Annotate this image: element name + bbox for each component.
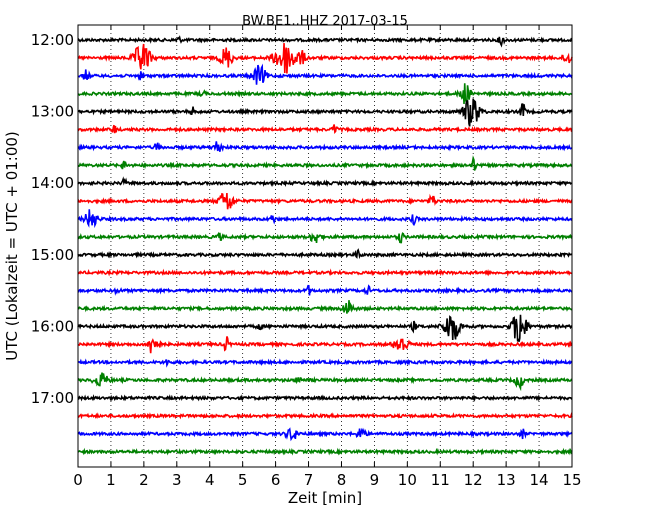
x-tick-label-5: 5 bbox=[238, 471, 248, 489]
y-tick-label-2: 14:00 bbox=[31, 174, 74, 192]
trace-1645 bbox=[77, 372, 573, 392]
trace-1700 bbox=[77, 394, 573, 403]
x-axis-label: Zeit [min] bbox=[288, 489, 362, 507]
trace-1345 bbox=[77, 155, 573, 171]
x-tick-label-12: 12 bbox=[464, 471, 483, 489]
trace-1245 bbox=[77, 83, 573, 105]
trace-1300 bbox=[77, 98, 573, 127]
x-tick-label-0: 0 bbox=[73, 471, 83, 489]
y-tick-label-3: 15:00 bbox=[31, 246, 74, 264]
x-tick-label-9: 9 bbox=[370, 471, 380, 489]
trace-1545 bbox=[77, 300, 573, 314]
trace-1230 bbox=[77, 63, 573, 85]
x-tick-label-14: 14 bbox=[530, 471, 549, 489]
x-tick-label-8: 8 bbox=[337, 471, 347, 489]
x-tick-label-15: 15 bbox=[562, 471, 581, 489]
trace-1445 bbox=[77, 231, 573, 244]
y-tick-label-1: 13:00 bbox=[31, 103, 74, 121]
x-tick-label-2: 2 bbox=[139, 471, 149, 489]
y-axis-ticks: 12:00 13:00 14:00 15:00 16:00 17:00 bbox=[31, 31, 572, 407]
x-tick-label-1: 1 bbox=[106, 471, 116, 489]
x-tick-label-4: 4 bbox=[205, 471, 215, 489]
trace-1400 bbox=[77, 176, 573, 188]
trace-1715 bbox=[77, 412, 573, 420]
trace-1215 bbox=[77, 43, 573, 74]
trace-1600 bbox=[77, 314, 573, 342]
trace-1330 bbox=[77, 141, 573, 152]
trace-1745 bbox=[77, 447, 573, 456]
trace-group bbox=[77, 35, 573, 456]
x-tick-label-3: 3 bbox=[172, 471, 182, 489]
grid-lines bbox=[110, 25, 540, 467]
y-tick-label-0: 12:00 bbox=[31, 31, 74, 49]
trace-1515 bbox=[77, 268, 573, 277]
trace-1730 bbox=[77, 427, 573, 442]
trace-1200 bbox=[77, 35, 573, 48]
trace-1530 bbox=[77, 284, 573, 296]
chart-title: BW.BE1..HHZ 2017-03-15 bbox=[242, 14, 408, 29]
trace-1430 bbox=[77, 209, 573, 229]
trace-1615 bbox=[77, 336, 573, 354]
trace-1500 bbox=[77, 248, 573, 260]
y-axis-label: UTC (Lokalzeit = UTC + 01:00) bbox=[3, 131, 21, 361]
trace-1630 bbox=[77, 358, 573, 368]
trace-1315 bbox=[77, 124, 573, 135]
plot-frame bbox=[77, 24, 573, 468]
x-tick-label-10: 10 bbox=[398, 471, 417, 489]
x-tick-label-7: 7 bbox=[304, 471, 314, 489]
y-tick-label-5: 17:00 bbox=[31, 389, 74, 407]
x-axis-ticks: 0 1 2 3 4 5 6 7 8 9 10 11 12 13 14 15 bbox=[73, 25, 582, 489]
x-tick-label-6: 6 bbox=[271, 471, 281, 489]
x-tick-label-11: 11 bbox=[431, 471, 450, 489]
y-tick-label-4: 16:00 bbox=[31, 317, 74, 335]
trace-1415 bbox=[77, 192, 573, 210]
x-tick-label-13: 13 bbox=[497, 471, 516, 489]
